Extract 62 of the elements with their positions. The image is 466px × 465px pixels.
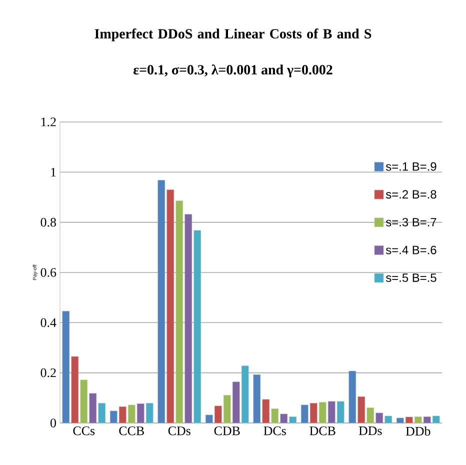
bar	[348, 370, 356, 424]
bar	[136, 404, 144, 424]
bar	[184, 214, 192, 424]
x-tick-label: DCB	[310, 426, 336, 436]
bar	[405, 416, 413, 424]
bar	[128, 404, 136, 424]
bar	[71, 356, 79, 424]
bar	[158, 180, 166, 424]
bar	[358, 396, 366, 424]
legend-label: s=.5 B=.5	[386, 274, 436, 282]
x-tick-label: CDs	[168, 426, 190, 436]
x-tick-label: DDs	[358, 426, 382, 436]
x-tick-label: DCs	[264, 426, 286, 436]
bar	[310, 403, 318, 424]
y-tick-label: 0.2	[40, 368, 56, 378]
bar	[194, 230, 202, 424]
bar	[318, 402, 326, 424]
y-tick-label: 1.2	[41, 118, 56, 126]
bar	[432, 416, 440, 424]
bar	[336, 401, 344, 424]
bar	[118, 406, 126, 424]
bar	[80, 380, 88, 424]
y-tick-label: 0	[50, 418, 56, 428]
bar	[280, 414, 288, 424]
bar	[253, 374, 261, 424]
bar	[366, 408, 374, 424]
bar	[176, 200, 184, 424]
bar	[110, 410, 118, 424]
bar	[205, 414, 213, 424]
bar	[214, 406, 222, 424]
y-tick-label: 0.8	[40, 218, 56, 227]
bar	[384, 416, 392, 424]
x-tick-label: CDB	[214, 426, 240, 436]
bar	[223, 394, 231, 424]
bar	[289, 416, 297, 424]
bar	[376, 412, 384, 424]
x-tick-label: CCB	[119, 426, 144, 436]
y-tick-label: 1	[51, 168, 56, 176]
x-tick-label: CCs	[73, 426, 95, 436]
bar	[414, 416, 422, 424]
bar	[300, 404, 308, 424]
bar	[262, 399, 270, 424]
bar	[241, 366, 249, 424]
bar	[271, 408, 279, 424]
bar	[232, 382, 240, 424]
y-tick-label: 0.6	[40, 268, 56, 277]
bar	[328, 401, 336, 424]
y-tick-label: 0.4	[40, 318, 56, 328]
legend-label: s=.1 B=.9	[386, 162, 436, 171]
legend-label: s=.2 B=.8	[386, 190, 436, 199]
x-tick-label: DDb	[406, 426, 430, 436]
bar	[166, 190, 174, 424]
legend-label: s=.3 B=.7	[386, 218, 436, 226]
bar	[98, 403, 106, 424]
legend-label: s=.4 B=.6	[386, 246, 436, 254]
bar	[396, 418, 404, 424]
bar	[146, 403, 154, 424]
chart-title: Imperfect DDoS and Linear Costs of B and S	[94, 28, 372, 42]
bar	[423, 416, 431, 424]
bar	[62, 310, 70, 424]
bar	[89, 393, 97, 424]
chart-subtitle: ε=0.1, σ=0.3, λ=0.001 and γ=0.002	[134, 64, 332, 78]
